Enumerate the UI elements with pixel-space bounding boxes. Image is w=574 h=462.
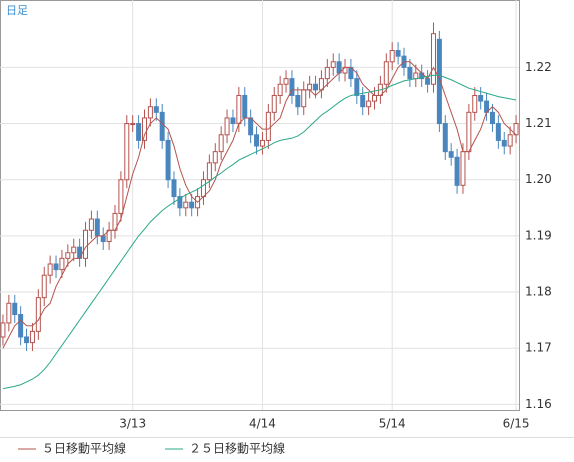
- candle-body: [413, 72, 419, 80]
- candle-body: [460, 151, 466, 186]
- candle-body: [83, 229, 89, 259]
- moving-average-line: [2, 74, 517, 390]
- candle-body: [130, 123, 136, 126]
- candle-body: [454, 156, 460, 186]
- candle-body: [153, 106, 159, 113]
- candle-body: [478, 94, 484, 102]
- y-tick-label: 1.17: [525, 341, 552, 355]
- chart-label: 日足: [6, 4, 28, 17]
- candle-body: [165, 139, 171, 181]
- y-tick-label: 1.19: [525, 228, 552, 242]
- legend-label: ２５日移動平均線: [189, 441, 285, 456]
- candle-body: [141, 117, 147, 141]
- candle-body: [200, 179, 206, 198]
- candle-body: [360, 94, 366, 108]
- candle-body: [53, 263, 59, 271]
- candle-body: [442, 123, 448, 153]
- x-tick-label: 5/14: [379, 417, 406, 431]
- candle-body: [313, 83, 319, 91]
- candle-body: [307, 83, 313, 91]
- candle-body: [0, 322, 6, 338]
- y-tick-label: 1.20: [525, 172, 552, 186]
- candle-body: [29, 330, 35, 344]
- candle-body: [71, 246, 77, 254]
- candle-body: [6, 302, 12, 324]
- candle-body: [395, 50, 401, 57]
- candle-body: [277, 83, 283, 96]
- candle-body: [472, 94, 478, 113]
- candle-body: [254, 134, 260, 147]
- candle-body: [236, 94, 242, 125]
- candle-body: [136, 123, 142, 141]
- candle-body: [218, 134, 224, 153]
- candle-body: [18, 314, 24, 338]
- candle-body: [65, 252, 71, 259]
- candle-body: [212, 151, 218, 164]
- candle-body: [295, 94, 301, 108]
- candle-body: [94, 218, 100, 237]
- candle-body: [489, 111, 495, 125]
- candle-body: [159, 111, 165, 141]
- candle-body: [354, 78, 360, 96]
- candle-body: [224, 117, 230, 136]
- candle-body: [206, 162, 212, 181]
- candle-body: [147, 106, 153, 119]
- moving-average-line: [2, 61, 517, 349]
- candle-body: [389, 50, 395, 63]
- x-tick-label: 6/15: [503, 417, 530, 431]
- candle-body: [230, 117, 236, 125]
- candle-body: [501, 139, 507, 147]
- candle-body: [324, 66, 330, 80]
- candle-body: [289, 78, 295, 96]
- candle-body: [171, 179, 177, 198]
- candle-body: [430, 33, 436, 85]
- legend-label: ５日移動平均線: [42, 441, 126, 456]
- candle-body: [366, 100, 372, 108]
- candle-body: [330, 61, 336, 68]
- candle-body: [425, 78, 431, 85]
- candle-body: [372, 94, 378, 102]
- candle-body: [59, 257, 65, 271]
- candle-body: [88, 218, 94, 231]
- candle-body: [177, 196, 183, 209]
- y-tick-label: 1.21: [525, 116, 552, 130]
- x-tick-label: 3/13: [119, 417, 146, 431]
- candle-body: [507, 134, 513, 147]
- candle-body: [259, 139, 265, 147]
- candle-body: [124, 123, 130, 181]
- candle-body: [12, 302, 18, 316]
- candle-body: [248, 117, 254, 136]
- candle-body: [189, 201, 195, 209]
- candle-body: [283, 78, 289, 85]
- candle-body: [35, 297, 41, 332]
- candle-body: [436, 38, 442, 125]
- candle-body: [118, 179, 124, 214]
- candle-body: [265, 111, 271, 141]
- candle-body: [383, 61, 389, 85]
- candle-body: [183, 201, 189, 209]
- y-tick-label: 1.16: [525, 397, 552, 411]
- candle-body: [271, 94, 277, 113]
- candle-body: [448, 151, 454, 158]
- y-tick-label: 1.22: [525, 60, 552, 74]
- candle-body: [301, 89, 307, 108]
- candle-body: [41, 274, 47, 299]
- x-tick-label: 4/14: [249, 417, 276, 431]
- candle-body: [242, 94, 248, 119]
- candle-body: [24, 336, 30, 344]
- candle-body: [466, 111, 472, 153]
- candle-body: [407, 66, 413, 80]
- candle-body: [100, 235, 106, 243]
- candle-body: [495, 123, 501, 141]
- y-tick-label: 1.18: [525, 285, 552, 299]
- candle-body: [47, 263, 53, 276]
